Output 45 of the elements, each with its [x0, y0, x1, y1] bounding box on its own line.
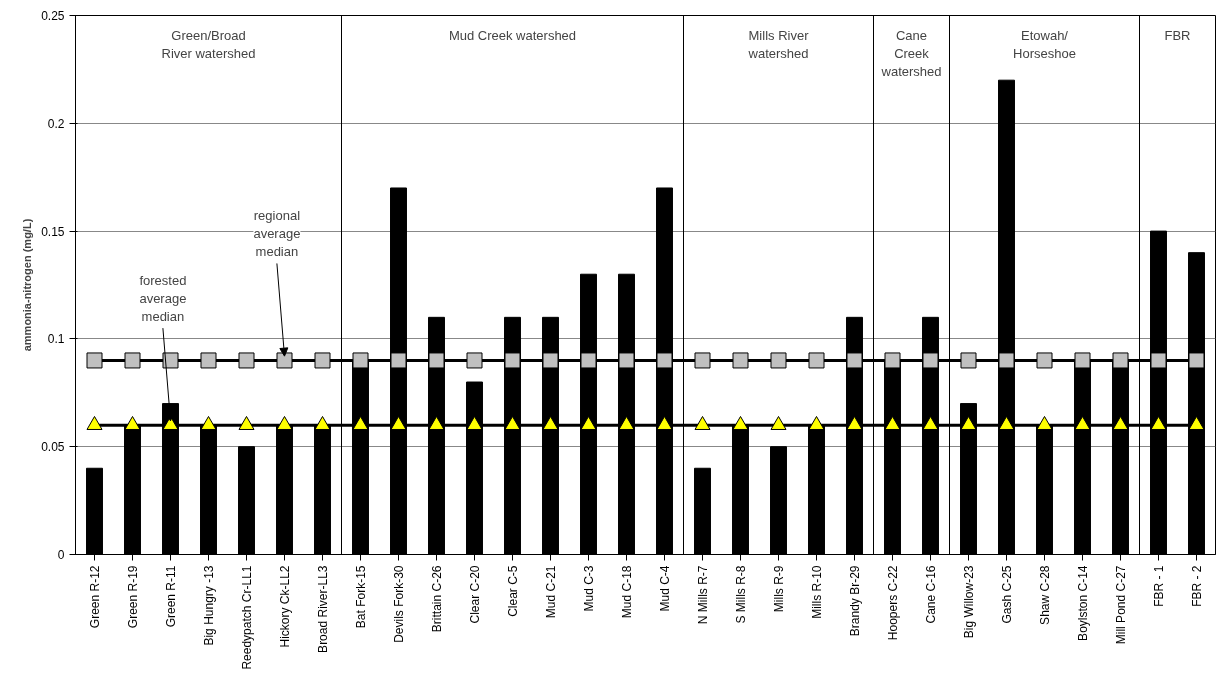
x-tick-label: Bat Fork-15 [353, 565, 368, 629]
x-tick-label: Hoopers C-22 [885, 565, 900, 641]
y-tick-label: 0.05 [41, 440, 65, 455]
x-tick-label: Mill Pond C-27 [1113, 565, 1128, 645]
y-tick-label: 0.15 [41, 224, 65, 239]
y-tick-label: 0.2 [47, 116, 65, 131]
annotation: regional average median [253, 208, 301, 260]
x-tick-label: Mills R-9 [771, 565, 786, 613]
annotation: Mills River watershed [747, 27, 810, 61]
y-axis-title: ammonia-nitrogen (mg/L) [21, 218, 34, 352]
x-tick-label: Devils Fork-30 [391, 565, 406, 643]
x-tick-label: Clear C-20 [467, 565, 482, 624]
x-tick-label: FBR - 1 [1151, 565, 1166, 607]
x-tick-label: N Mills R-7 [695, 565, 710, 625]
y-tick-label: 0 [57, 548, 65, 562]
x-tick-label: Boylston C-14 [1075, 565, 1090, 641]
x-tick-label: Mud C-18 [619, 565, 634, 619]
x-tick-label: Brittain C-26 [429, 565, 444, 633]
y-tick-label: 0.1 [47, 332, 65, 347]
x-tick-label: Green R-11 [163, 565, 178, 628]
annotation: Etowah/ Horseshoe [1013, 27, 1076, 61]
x-tick-label: Broad River-LL3 [315, 565, 330, 653]
annotation: forested average median [139, 272, 187, 324]
x-tick-label: FBR - 2 [1189, 565, 1204, 607]
x-tick-label: Shaw C-28 [1037, 565, 1052, 625]
x-tick-label: Green R-12 [87, 565, 102, 629]
annotation: Green/Broad River watershed [161, 27, 256, 61]
x-tick-label: Mud C-4 [657, 565, 672, 612]
y-tick-label: 0.25 [41, 9, 65, 23]
x-tick-label: Mud C-21 [543, 565, 558, 619]
x-tick-label: Mud C-3 [581, 565, 596, 612]
x-tick-label: Cane C-16 [923, 565, 938, 624]
annotation: Mud Creek watershed [448, 27, 577, 43]
x-tick-label: Big Hungry -13 [201, 565, 216, 646]
x-tick-label: Clear C-5 [505, 565, 520, 617]
x-tick-label: Mills R-10 [809, 565, 824, 619]
x-tick-label: Big Willow-23 [961, 565, 976, 639]
x-tick-label: Hickory Ck-LL2 [277, 565, 292, 648]
x-tick-label: Gash C-25 [999, 565, 1014, 624]
annotation: FBR [1164, 27, 1191, 43]
x-tick-label: Reedypatch Cr-LL1 [239, 565, 254, 670]
x-tick-label: S Mills R-8 [733, 565, 748, 624]
x-tick-label: Brandy Br-29 [847, 565, 862, 637]
x-tick-label: Green R-19 [125, 565, 140, 629]
annotation: Cane Creek watershed [880, 27, 942, 79]
